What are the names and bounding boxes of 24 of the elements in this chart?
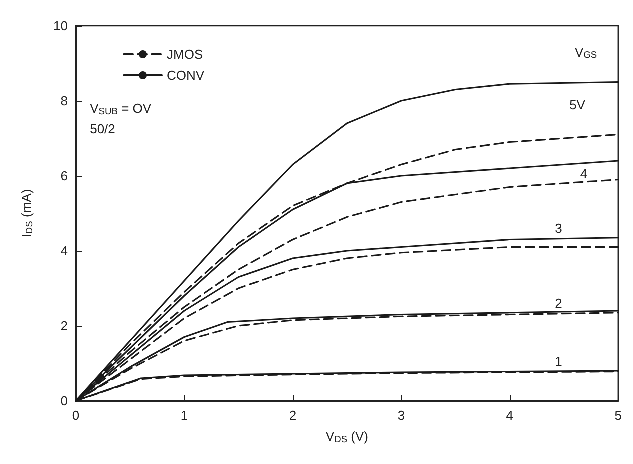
annotation: 2 (555, 296, 562, 311)
y-tick-label: 6 (60, 168, 68, 184)
y-tick-label: 2 (60, 318, 68, 334)
y-axis-title: IDS (mA) (19, 189, 34, 238)
annotation: 50/2 (90, 122, 116, 137)
annotation: 4 (580, 166, 588, 182)
annotation: VSUB = OV (90, 101, 152, 116)
y-tick-label: 0 (60, 394, 68, 408)
x-tick-label: 2 (289, 408, 297, 423)
annotation: 1 (555, 354, 562, 370)
x-axis-title: VDS (V) (326, 428, 368, 444)
legend-label: CONV (167, 68, 205, 83)
annotation: 5V (570, 97, 586, 112)
x-tick-label: 5 (614, 408, 622, 423)
x-tick-label: 4 (506, 408, 514, 423)
annotation: 3 (555, 221, 562, 236)
y-tick-label: 8 (60, 94, 68, 108)
legend-label: JMOS (167, 47, 204, 62)
y-tick-label: 4 (60, 244, 68, 258)
x-tick-label: 0 (72, 408, 80, 423)
y-tick-label: 10 (54, 18, 68, 34)
annotation: VGS (574, 44, 598, 60)
x-tick-label: 1 (180, 408, 188, 423)
x-tick-label: 3 (398, 408, 406, 423)
